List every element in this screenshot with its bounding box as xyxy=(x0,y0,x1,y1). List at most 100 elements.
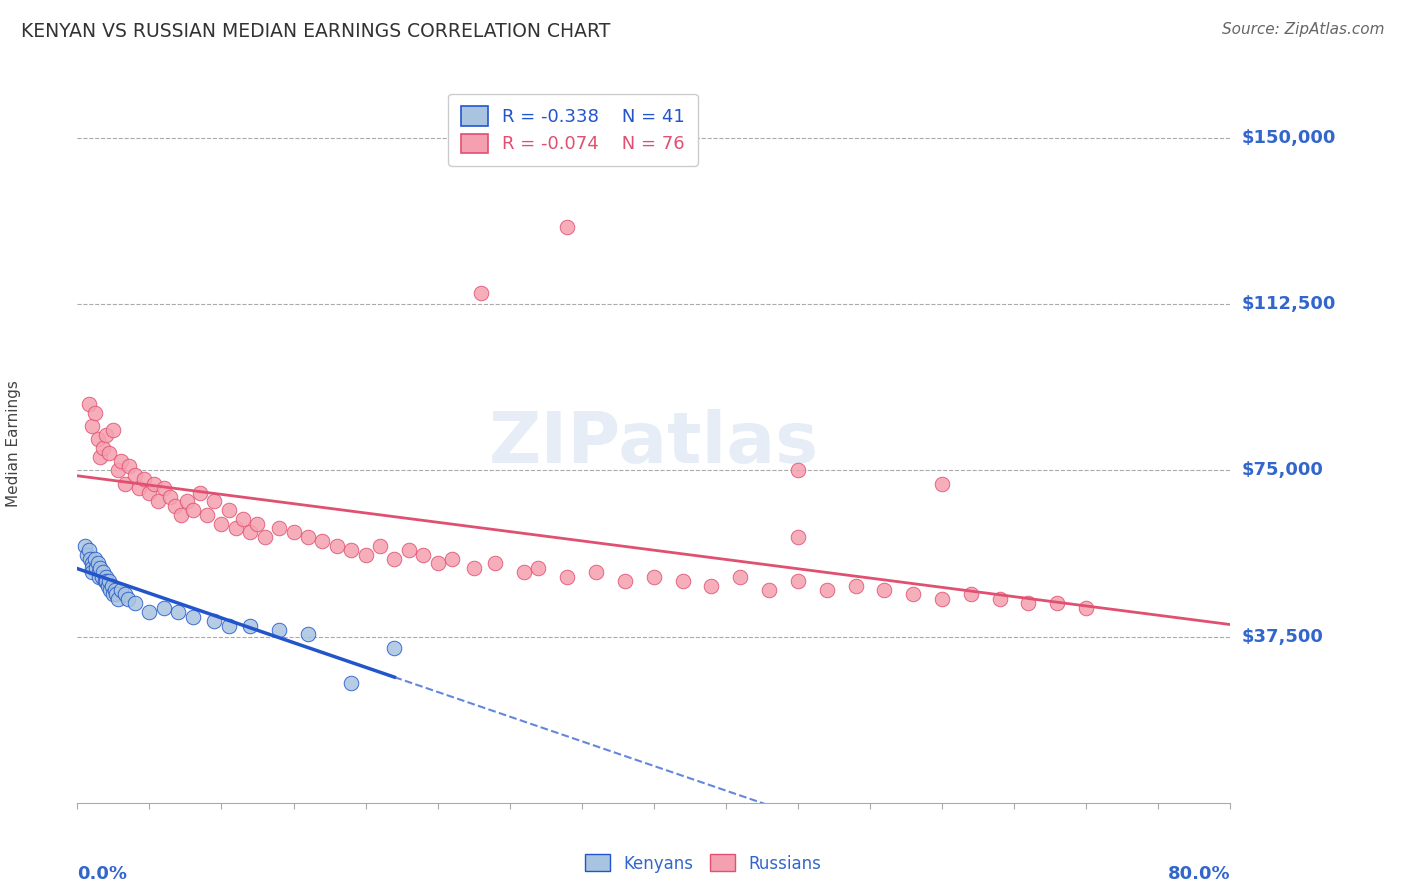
Point xyxy=(267,623,291,637)
Point xyxy=(787,574,810,589)
Point xyxy=(267,521,291,535)
Point xyxy=(988,591,1011,606)
Point xyxy=(758,582,780,597)
Point xyxy=(91,441,114,455)
Point xyxy=(84,561,107,575)
Point xyxy=(426,557,449,571)
Point xyxy=(730,570,752,584)
Point xyxy=(86,433,108,447)
Point xyxy=(91,566,114,580)
Point xyxy=(845,579,868,593)
Point xyxy=(107,591,129,606)
Point xyxy=(325,539,349,553)
Point xyxy=(283,525,305,540)
Text: 0.0%: 0.0% xyxy=(77,865,128,883)
Point xyxy=(441,552,464,566)
Point xyxy=(138,605,160,619)
Point xyxy=(1046,596,1069,610)
Point xyxy=(484,557,506,571)
Point xyxy=(527,561,550,575)
Point xyxy=(90,570,112,584)
Point xyxy=(73,539,96,553)
Point xyxy=(787,463,810,477)
Point xyxy=(86,557,108,571)
Point xyxy=(110,454,132,468)
Point xyxy=(132,472,155,486)
Point xyxy=(77,543,100,558)
Point xyxy=(218,618,240,632)
Point xyxy=(83,406,105,420)
Point xyxy=(557,570,579,584)
Point xyxy=(297,530,319,544)
Point xyxy=(297,627,319,641)
Point xyxy=(77,397,100,411)
Point xyxy=(128,481,150,495)
Point xyxy=(202,494,225,508)
Point xyxy=(103,587,125,601)
Legend: Kenyans, Russians: Kenyans, Russians xyxy=(578,847,828,880)
Point xyxy=(513,566,536,580)
Legend: R = -0.338    N = 41, R = -0.074    N = 76: R = -0.338 N = 41, R = -0.074 N = 76 xyxy=(449,94,697,166)
Point xyxy=(114,587,136,601)
Point xyxy=(202,614,225,628)
Point xyxy=(97,579,120,593)
Point xyxy=(188,485,211,500)
Point xyxy=(815,582,838,597)
Point xyxy=(354,548,377,562)
Point xyxy=(253,530,276,544)
Point xyxy=(903,587,925,601)
Point xyxy=(382,640,406,655)
Point xyxy=(117,591,139,606)
Point xyxy=(181,609,204,624)
Point xyxy=(124,596,146,610)
Point xyxy=(643,570,665,584)
Point xyxy=(87,570,110,584)
Point xyxy=(239,525,262,540)
Point xyxy=(159,490,181,504)
Point xyxy=(585,566,607,580)
Point xyxy=(167,605,190,619)
Point xyxy=(89,450,111,464)
Point xyxy=(211,516,233,531)
Text: ZIPatlas: ZIPatlas xyxy=(489,409,818,478)
Point xyxy=(93,574,115,589)
Point xyxy=(181,503,204,517)
Point xyxy=(340,676,363,690)
Point xyxy=(100,582,122,597)
Point xyxy=(165,499,187,513)
Point xyxy=(101,579,124,593)
Point xyxy=(1076,600,1098,615)
Point xyxy=(398,543,420,558)
Point xyxy=(110,582,132,597)
Point xyxy=(142,476,165,491)
Point xyxy=(146,494,169,508)
Text: KENYAN VS RUSSIAN MEDIAN EARNINGS CORRELATION CHART: KENYAN VS RUSSIAN MEDIAN EARNINGS CORREL… xyxy=(21,22,610,41)
Point xyxy=(83,552,105,566)
Point xyxy=(76,548,98,562)
Point xyxy=(311,534,333,549)
Point xyxy=(153,481,174,495)
Text: $150,000: $150,000 xyxy=(1241,129,1336,147)
Point xyxy=(98,574,121,589)
Point xyxy=(232,512,254,526)
Point xyxy=(382,552,406,566)
Point xyxy=(104,582,127,597)
Point xyxy=(412,548,434,562)
Point xyxy=(672,574,695,589)
Point xyxy=(225,521,247,535)
Text: Source: ZipAtlas.com: Source: ZipAtlas.com xyxy=(1222,22,1385,37)
Point xyxy=(931,476,953,491)
Point xyxy=(114,476,136,491)
Point xyxy=(87,566,110,580)
Point xyxy=(98,445,121,459)
Point xyxy=(80,566,103,580)
Point xyxy=(931,591,953,606)
Text: Median Earnings: Median Earnings xyxy=(7,380,21,508)
Point xyxy=(340,543,363,558)
Point xyxy=(787,530,810,544)
Point xyxy=(105,587,128,601)
Point xyxy=(96,428,118,442)
Point xyxy=(218,503,240,517)
Text: $37,500: $37,500 xyxy=(1241,628,1323,646)
Point xyxy=(960,587,983,601)
